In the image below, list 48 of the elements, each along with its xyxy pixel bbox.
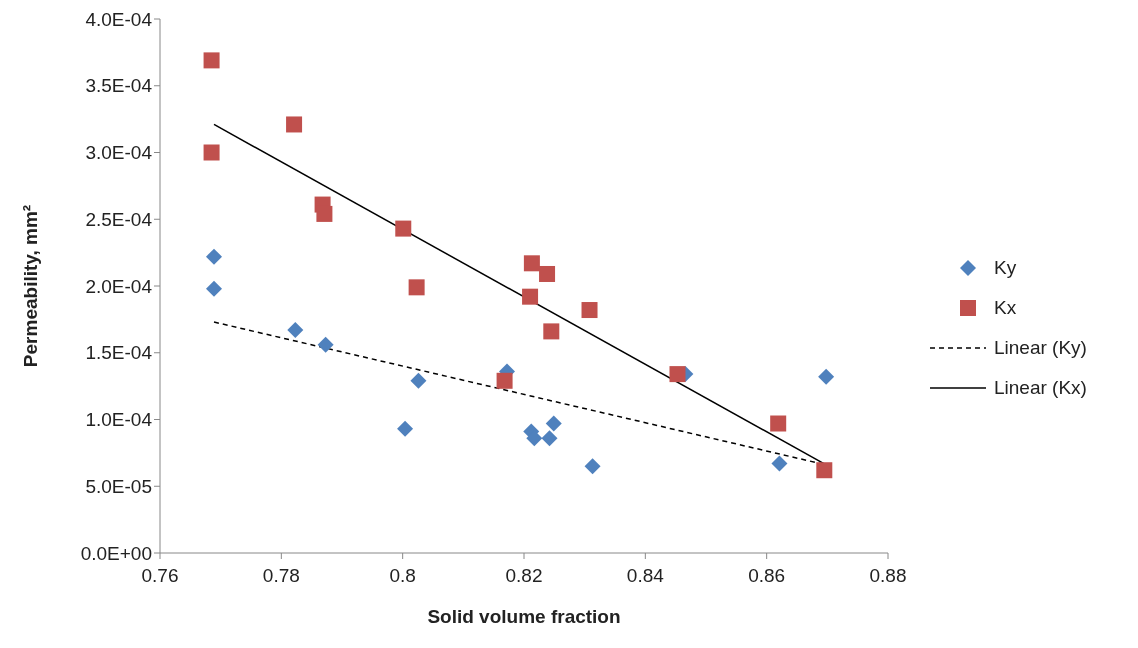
- point: [203, 52, 220, 69]
- point: [771, 455, 788, 472]
- point: [317, 336, 334, 353]
- y-axis-title: Permeability, mm²: [19, 204, 41, 368]
- point: [539, 265, 556, 282]
- x-tick-label: 0.8: [389, 565, 416, 587]
- point: [397, 420, 414, 437]
- point: [205, 248, 222, 265]
- x-axis-title: Solid volume fraction: [427, 606, 621, 627]
- point: [581, 302, 598, 319]
- point: [523, 255, 540, 272]
- x-tick-label: 0.84: [626, 565, 665, 587]
- point: [496, 372, 513, 389]
- y-tick-label: 3.0E-04: [85, 142, 153, 164]
- y-tick-label: 1.0E-04: [85, 409, 153, 431]
- point: [286, 116, 303, 133]
- legend-label: Linear (Kx): [994, 377, 1087, 399]
- y-tick-label: 4.0E-04: [85, 8, 153, 30]
- point: [410, 372, 427, 389]
- x-tick-label: 0.82: [505, 565, 543, 587]
- point: [816, 462, 833, 479]
- y-tick-label: 2.5E-04: [85, 208, 153, 230]
- point: [669, 366, 686, 383]
- y-tick-label: 5.0E-05: [85, 475, 152, 497]
- point: [395, 220, 412, 237]
- x-tick-label: 0.88: [869, 565, 907, 587]
- y-tick-label: 1.5E-04: [85, 342, 153, 364]
- legend-label: Linear (Ky): [994, 337, 1087, 359]
- x-tick-label: 0.78: [262, 565, 300, 587]
- y-tick-label: 3.5E-04: [85, 75, 153, 97]
- point: [287, 322, 304, 339]
- point: [541, 430, 558, 447]
- y-tick-label: 0.0E+00: [80, 542, 152, 564]
- point: [205, 280, 222, 297]
- point: [316, 205, 333, 222]
- legend-label: Ky: [994, 257, 1017, 279]
- y-tick-label: 2.0E-04: [85, 275, 153, 297]
- point: [545, 415, 562, 432]
- point: [770, 415, 787, 432]
- point: [522, 288, 539, 305]
- x-tick-label: 0.86: [748, 565, 786, 587]
- legend-label: Kx: [994, 297, 1017, 319]
- point: [584, 458, 601, 475]
- x-tick-label: 0.76: [141, 565, 179, 587]
- point: [543, 323, 560, 340]
- point: [818, 368, 835, 385]
- point: [203, 144, 220, 161]
- point: [408, 279, 425, 296]
